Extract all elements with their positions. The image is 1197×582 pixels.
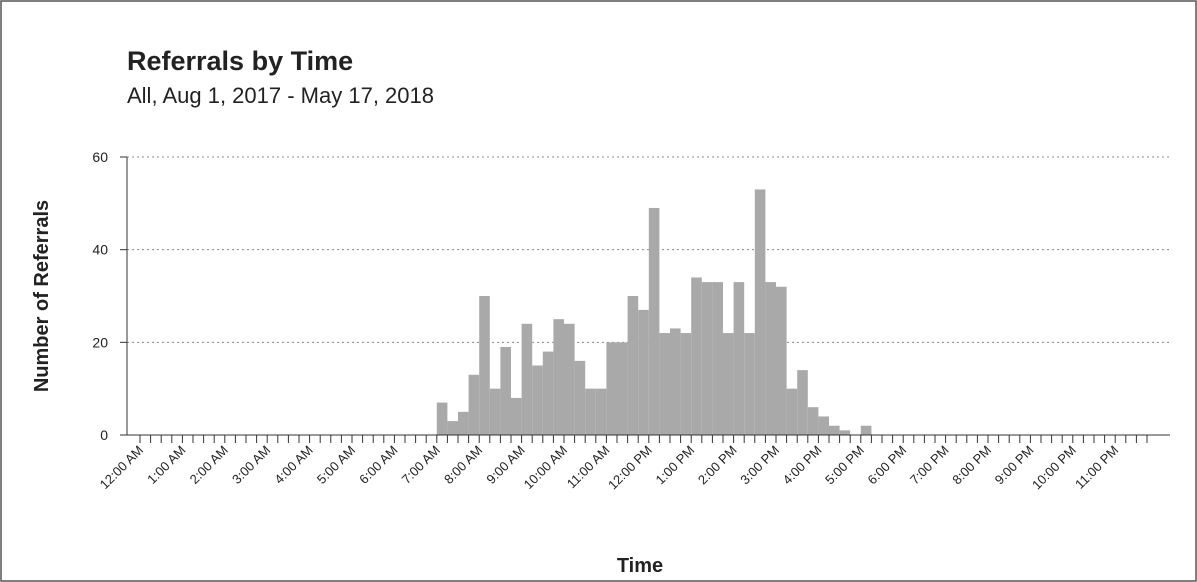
bar [436, 402, 448, 435]
bar [712, 282, 723, 435]
bar [829, 425, 840, 435]
x-tick-label: 10:00 PM [1029, 443, 1079, 493]
x-tick-label: 5:00 PM [822, 443, 867, 488]
bar [585, 388, 596, 435]
x-tick-label: 8:00 PM [949, 443, 994, 488]
bar [776, 286, 787, 435]
bar [606, 342, 617, 435]
bar [532, 365, 543, 435]
bar [574, 360, 586, 435]
x-axis-label: Time [617, 555, 663, 577]
bar [744, 333, 755, 435]
y-tick-label: 60 [92, 149, 108, 165]
x-tick-label: 6:00 AM [356, 443, 400, 487]
bar [839, 430, 851, 435]
x-tick-label: 6:00 PM [864, 443, 909, 488]
x-tick-label: 10:00 AM [521, 443, 570, 492]
bar [521, 323, 533, 435]
x-tick-label: 1:00 PM [652, 443, 697, 488]
x-tick-label: 2:00 PM [695, 443, 740, 488]
bar [627, 296, 639, 435]
x-tick-label: 3:00 PM [737, 443, 782, 488]
bar [691, 277, 702, 435]
bar [701, 282, 713, 435]
x-tick-label: 12:00 AM [97, 443, 146, 492]
x-tick-label: 7:00 PM [907, 443, 952, 488]
bar [468, 374, 480, 435]
bar [447, 421, 458, 435]
bar [818, 416, 829, 435]
x-tick-label: 5:00 AM [314, 443, 358, 487]
bar [797, 370, 808, 435]
bar [617, 342, 628, 435]
y-tick-label: 20 [92, 334, 108, 350]
y-tick-label: 40 [92, 242, 108, 258]
x-tick-label: 12:00 PM [605, 443, 655, 493]
bar [489, 388, 501, 435]
chart-title: Referrals by Time [127, 46, 353, 76]
x-tick-label: 11:00 PM [1072, 443, 1121, 492]
x-tick-label: 4:00 AM [271, 443, 315, 487]
bar [754, 189, 766, 435]
x-tick-label: 2:00 AM [187, 443, 231, 487]
bar [542, 351, 554, 435]
x-tick-label: 11:00 AM [564, 443, 613, 492]
bar [595, 388, 607, 435]
x-tick-label: 4:00 PM [780, 443, 825, 488]
bar [786, 388, 798, 435]
bar [511, 397, 522, 435]
y-axis-label: Number of Referrals [31, 200, 53, 392]
bar [670, 328, 681, 435]
x-tick-label: 7:00 AM [399, 443, 443, 487]
bar [638, 309, 649, 435]
bar [479, 296, 490, 435]
bar [659, 333, 670, 435]
bar [733, 282, 745, 435]
bar [723, 333, 734, 435]
bar [500, 346, 511, 435]
bar [807, 407, 819, 435]
x-tick-label: 1:00 AM [144, 443, 188, 487]
bar [648, 207, 660, 435]
chart-subtitle: All, Aug 1, 2017 - May 17, 2018 [127, 83, 434, 108]
bar [458, 411, 469, 435]
x-tick-label: 8:00 AM [441, 443, 485, 487]
y-tick-label: 0 [100, 427, 108, 443]
bar [765, 282, 776, 435]
bar [680, 333, 692, 435]
x-tick-label: 3:00 AM [229, 443, 273, 487]
bar [564, 323, 575, 435]
bar [553, 319, 564, 435]
bar [860, 425, 872, 435]
